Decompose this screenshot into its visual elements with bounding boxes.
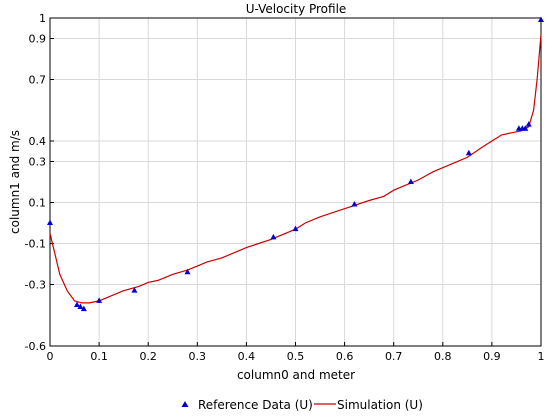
reference-point [80,305,87,312]
y-tick-label: -0.6 [25,340,46,353]
x-tick-label: 0.5 [287,350,305,363]
legend-marker-reference [181,401,189,407]
reference-point [131,287,138,293]
legend-label-reference: Reference Data (U) [198,398,313,412]
x-tick-label: 0 [47,350,54,363]
grid [49,17,542,347]
x-axis: 0 0.1 0.2 0.3 0.4 0.5 0.6 0.7 0.8 0.9 1 [47,342,545,363]
x-tick-label: 0.4 [238,350,256,363]
reference-point [270,233,277,240]
y-tick-label: 1 [39,12,46,25]
reference-point [96,297,103,303]
y-tick-label: 0.3 [29,156,47,169]
reference-point [184,268,191,275]
reference-series [47,16,544,312]
y-axis-title: column1 and m/s [8,130,22,234]
x-tick-label: 0.2 [139,350,157,363]
y-axis: -0.6 -0.3 -0.1 0.1 0.3 0.4 0.7 0.9 1 [25,12,54,353]
x-tick-label: 0.7 [385,350,403,363]
x-tick-label: 1 [538,350,545,363]
reference-point [351,201,358,207]
legend: Reference Data (U) Simulation (U) [181,398,423,412]
x-tick-label: 0.8 [434,350,452,363]
x-tick-label: 0.1 [90,350,108,363]
y-tick-label: 0.9 [29,33,47,46]
x-tick-label: 0.3 [189,350,207,363]
reference-point [47,219,53,225]
reference-point [525,121,532,127]
y-tick-label: 0.7 [29,74,47,87]
reference-point [74,301,81,307]
reference-point [465,149,472,156]
y-tick-label: -0.1 [25,238,46,251]
reference-point [407,178,414,184]
reference-point [538,16,544,23]
legend-label-simulation: Simulation (U) [337,398,423,412]
x-axis-title: column0 and meter [237,368,355,382]
y-tick-label: -0.3 [25,279,46,292]
reference-point [522,125,529,131]
x-tick-label: 0.6 [336,350,354,363]
y-tick-label: 0.1 [29,197,47,210]
y-tick-label: 0.4 [29,135,47,148]
reference-point [292,225,299,232]
reference-point [77,303,84,310]
chart-title: U-Velocity Profile [246,2,347,16]
x-tick-label: 0.9 [483,350,501,363]
